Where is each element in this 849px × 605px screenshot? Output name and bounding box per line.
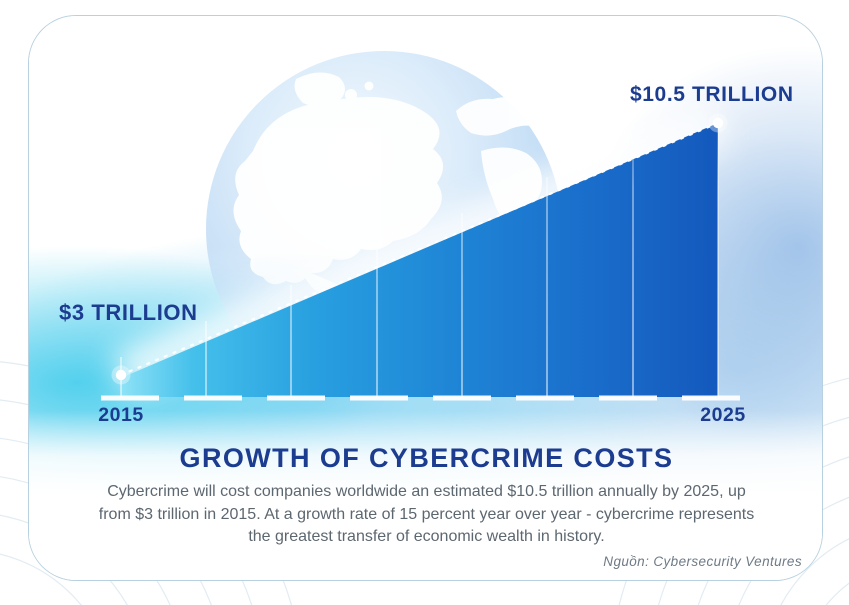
chart-description: Cybercrime will cost companies worldwide… (29, 481, 822, 549)
chart-title: GROWTH OF CYBERCRIME COSTS (179, 443, 674, 473)
source-credit: Nguồn: Cybersecurity Ventures (603, 554, 802, 569)
infographic-card: $3 TRILLION $10.5 TRILLION 2015 2025 GRO… (28, 15, 823, 581)
start-value-label: $3 TRILLION (59, 300, 198, 325)
end-year-tick: 2025 (700, 404, 746, 426)
description-line-2: from $3 trillion in 2015. At a growth ra… (98, 505, 755, 523)
end-value-label: $10.5 TRILLION (630, 83, 794, 106)
data-point-2015 (111, 365, 131, 385)
description-line-1: Cybercrime will cost companies worldwide… (107, 483, 746, 500)
description-line-3: the greatest transfer of economic wealth… (248, 528, 605, 545)
start-year-tick: 2015 (98, 404, 144, 426)
data-point-2025 (708, 113, 728, 133)
